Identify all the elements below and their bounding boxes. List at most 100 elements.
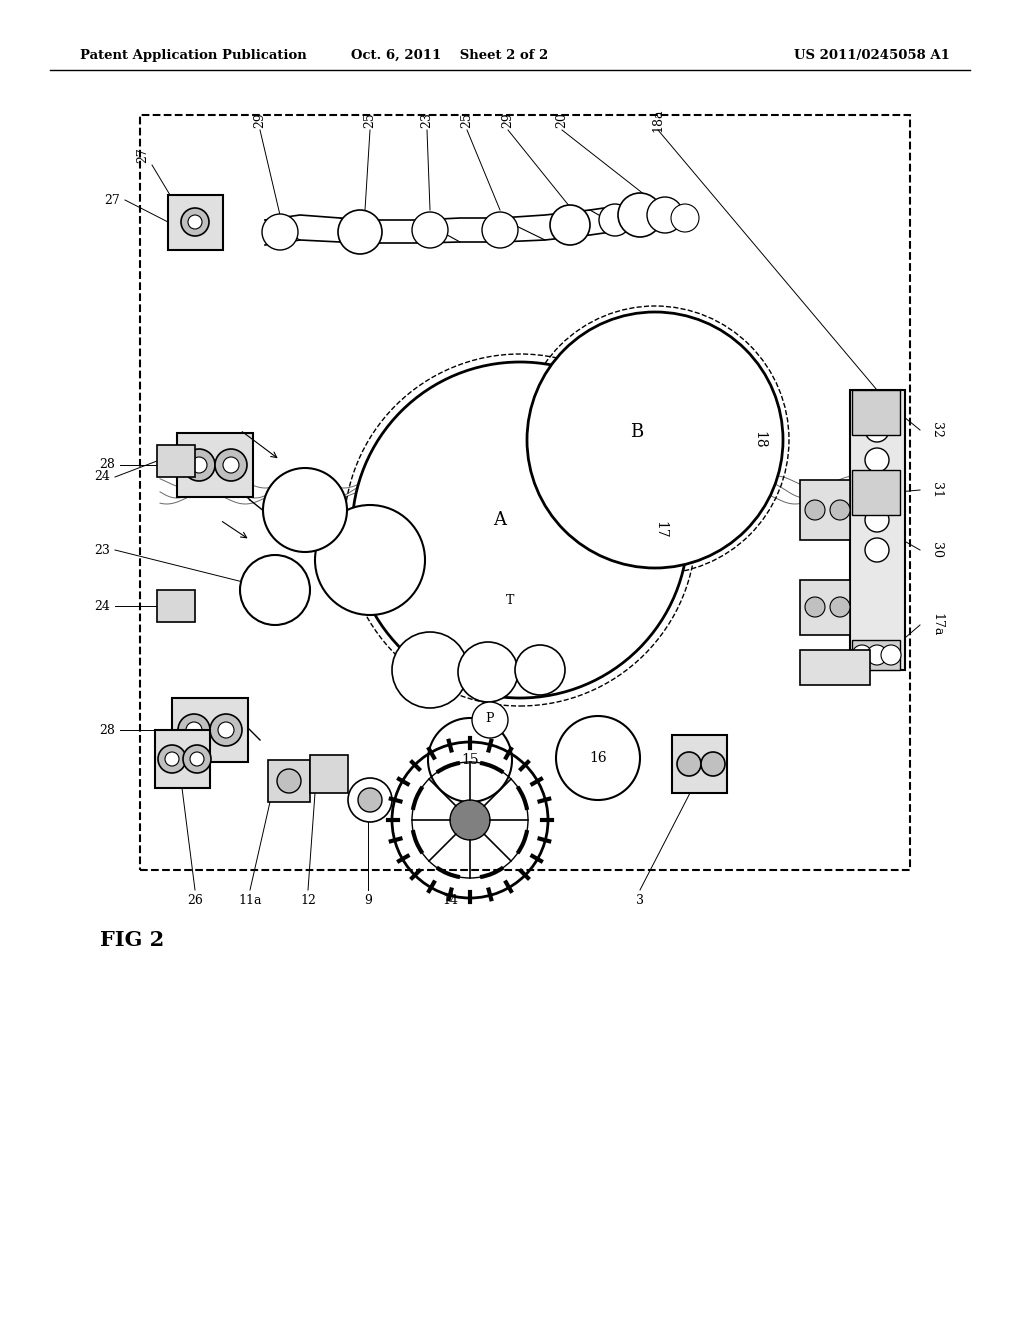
Circle shape	[412, 213, 449, 248]
Circle shape	[188, 215, 202, 228]
Circle shape	[352, 362, 688, 698]
Text: 28: 28	[99, 723, 115, 737]
Circle shape	[186, 722, 202, 738]
Circle shape	[671, 205, 699, 232]
Text: 29: 29	[502, 112, 514, 128]
Circle shape	[805, 500, 825, 520]
Circle shape	[165, 752, 179, 766]
Circle shape	[599, 205, 631, 236]
Text: 20: 20	[555, 112, 568, 128]
Circle shape	[338, 210, 382, 253]
Circle shape	[527, 312, 783, 568]
Text: 25: 25	[364, 112, 377, 128]
Circle shape	[428, 718, 512, 803]
Text: 29: 29	[254, 112, 266, 128]
Text: 27: 27	[104, 194, 120, 206]
Circle shape	[278, 770, 301, 793]
Circle shape	[550, 205, 590, 246]
Text: A: A	[494, 511, 507, 529]
Circle shape	[215, 449, 247, 480]
Circle shape	[472, 702, 508, 738]
Circle shape	[852, 645, 872, 665]
Text: 32: 32	[930, 422, 943, 438]
Text: 24: 24	[94, 599, 110, 612]
Text: 25: 25	[461, 112, 473, 128]
Circle shape	[458, 642, 518, 702]
Circle shape	[181, 209, 209, 236]
Bar	[140, 115, 910, 870]
Circle shape	[865, 478, 889, 502]
Text: US 2011/0245058 A1: US 2011/0245058 A1	[795, 49, 950, 62]
Text: 18a: 18a	[651, 108, 665, 132]
Text: 12: 12	[300, 894, 316, 907]
Circle shape	[183, 744, 211, 774]
Circle shape	[865, 447, 889, 473]
Text: 26: 26	[187, 894, 203, 907]
Text: 15: 15	[461, 752, 479, 767]
Text: Oct. 6, 2011    Sheet 2 of 2: Oct. 6, 2011 Sheet 2 of 2	[351, 49, 549, 62]
Text: Patent Application Publication: Patent Application Publication	[80, 49, 307, 62]
Text: 31: 31	[930, 482, 943, 498]
Circle shape	[701, 752, 725, 776]
Circle shape	[191, 457, 207, 473]
Bar	[850, 389, 905, 671]
Circle shape	[315, 506, 425, 615]
Bar	[800, 649, 870, 685]
Circle shape	[263, 469, 347, 552]
Circle shape	[223, 457, 239, 473]
Circle shape	[647, 197, 683, 234]
Text: 27: 27	[136, 147, 150, 162]
Circle shape	[618, 193, 662, 238]
Circle shape	[865, 508, 889, 532]
Circle shape	[392, 632, 468, 708]
Bar	[852, 470, 900, 515]
Circle shape	[218, 722, 234, 738]
Text: 11a: 11a	[239, 894, 262, 907]
Circle shape	[240, 554, 310, 624]
Circle shape	[677, 752, 701, 776]
Text: T: T	[506, 594, 514, 606]
Bar	[157, 590, 195, 622]
Bar	[168, 195, 223, 249]
Circle shape	[190, 752, 204, 766]
Bar	[155, 730, 210, 788]
Circle shape	[515, 645, 565, 696]
Circle shape	[450, 800, 490, 840]
Circle shape	[865, 418, 889, 442]
Circle shape	[867, 645, 887, 665]
Text: 17: 17	[653, 521, 667, 539]
Bar	[800, 579, 850, 635]
Text: 16: 16	[589, 751, 607, 766]
Bar	[800, 480, 850, 540]
Text: 3: 3	[636, 894, 644, 907]
Text: 24: 24	[94, 470, 110, 483]
Circle shape	[262, 214, 298, 249]
Circle shape	[178, 714, 210, 746]
Text: 23: 23	[94, 544, 110, 557]
Circle shape	[830, 500, 850, 520]
Text: B: B	[631, 422, 644, 441]
Text: 23: 23	[421, 112, 433, 128]
Circle shape	[210, 714, 242, 746]
Bar	[852, 389, 900, 436]
Text: FIG 2: FIG 2	[100, 931, 164, 950]
Text: 30: 30	[930, 543, 943, 558]
Text: 14: 14	[442, 894, 458, 907]
Text: 18: 18	[752, 432, 766, 449]
Circle shape	[556, 715, 640, 800]
Text: 28: 28	[99, 458, 115, 471]
Bar	[672, 735, 727, 793]
Circle shape	[865, 539, 889, 562]
Circle shape	[482, 213, 518, 248]
Bar	[177, 433, 253, 498]
Circle shape	[881, 645, 901, 665]
Text: 17a: 17a	[930, 614, 943, 636]
Bar	[310, 755, 348, 793]
Bar	[172, 698, 248, 762]
Circle shape	[358, 788, 382, 812]
Bar	[268, 760, 310, 803]
Text: P: P	[485, 711, 495, 725]
Bar	[852, 640, 900, 671]
Circle shape	[348, 777, 392, 822]
Circle shape	[805, 597, 825, 616]
